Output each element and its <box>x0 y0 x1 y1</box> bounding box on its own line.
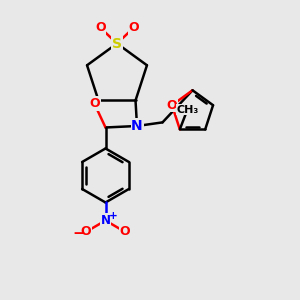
Text: −: − <box>72 226 85 241</box>
Text: S: S <box>112 37 122 50</box>
Text: N: N <box>131 119 143 133</box>
Text: O: O <box>128 21 139 34</box>
Text: CH₃: CH₃ <box>176 105 198 115</box>
Text: O: O <box>95 21 106 34</box>
Text: N: N <box>100 214 110 227</box>
Text: O: O <box>81 225 91 239</box>
Text: +: + <box>109 211 117 221</box>
Text: O: O <box>120 225 130 239</box>
Text: O: O <box>90 97 100 110</box>
Text: O: O <box>167 99 177 112</box>
